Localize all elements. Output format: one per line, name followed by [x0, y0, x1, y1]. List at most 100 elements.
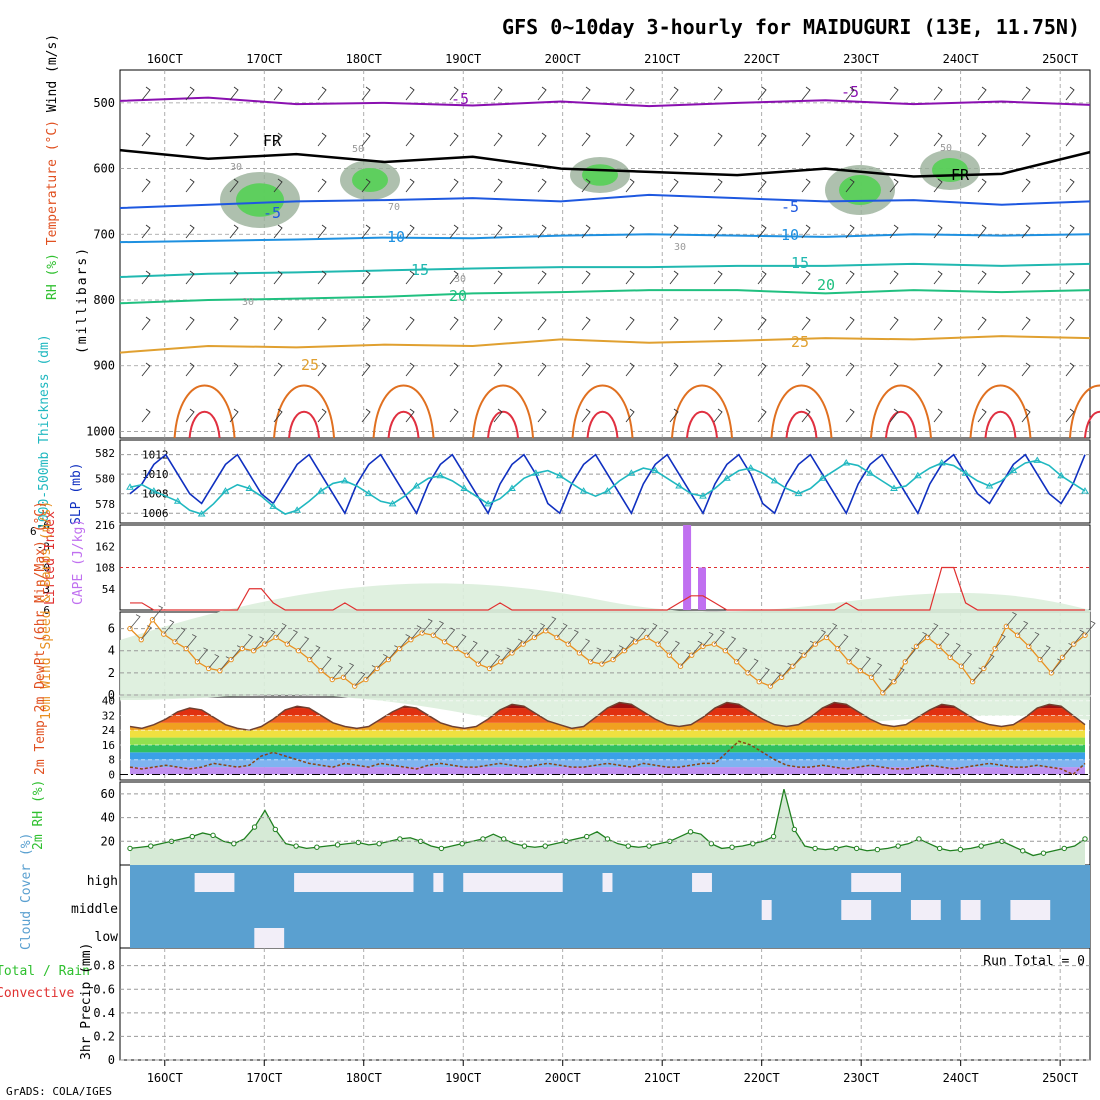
thickness-marker — [842, 459, 851, 466]
wind10-barb — [163, 619, 175, 635]
wind-barb — [317, 270, 327, 285]
rh-marker — [459, 840, 465, 847]
y-tick-thickness: 580 — [95, 472, 115, 485]
isotherm-10 — [119, 233, 1091, 244]
thickness-marker — [317, 487, 325, 494]
wind10-barb — [668, 640, 680, 656]
x-tick-top: 24OCT — [943, 52, 979, 66]
wind-barb — [713, 178, 723, 193]
wind-barb — [713, 362, 723, 377]
rh-marker — [625, 843, 631, 849]
wind-barb — [625, 408, 635, 423]
temp-band — [130, 767, 1085, 775]
wind-barb — [713, 86, 723, 101]
cloud-clear-low — [254, 928, 285, 948]
contour-label: 50 — [352, 144, 364, 155]
rh-marker — [127, 845, 133, 852]
wind10-barb — [713, 629, 725, 645]
footer-credit: GrADS: COLA/IGES — [6, 1085, 112, 1098]
wind10-barb — [1006, 612, 1017, 627]
y-tick-lifted: -3 — [37, 540, 50, 553]
cloud-clear-middle — [960, 900, 981, 920]
isotherm-30 — [671, 384, 733, 439]
wind10-barb — [725, 636, 737, 651]
wind-barb — [757, 178, 767, 193]
thickness-marker — [173, 497, 182, 504]
wind-barb — [229, 132, 239, 147]
rh-marker — [916, 836, 922, 842]
wind-barb — [669, 270, 679, 285]
wind10-barb — [444, 627, 456, 643]
wind10-barb — [837, 634, 849, 649]
thickness-marker — [627, 469, 636, 476]
rh-marker — [500, 836, 507, 842]
cape-bar — [683, 525, 692, 610]
rh-marker — [231, 840, 237, 847]
wind10-barb — [815, 629, 826, 645]
y-label-part: Wind (m/s) — [45, 34, 60, 112]
panel-frame-upper — [119, 69, 1091, 439]
wind-barb — [361, 132, 371, 147]
contour-label: 10 — [387, 228, 405, 246]
isotherm-25 — [119, 335, 1091, 354]
wind-barb — [1021, 132, 1031, 147]
rh-marker — [853, 845, 860, 852]
wind10-barb — [1073, 629, 1085, 645]
thickness-marker — [699, 492, 707, 499]
thickness-marker — [913, 471, 922, 479]
contour-label: 15 — [411, 261, 429, 279]
rh-marker — [729, 844, 735, 850]
rh-shading-70 — [236, 183, 284, 217]
wind-barb — [361, 408, 371, 423]
y-tick-precip: 0.4 — [93, 1006, 115, 1020]
wind-barb — [185, 316, 195, 331]
wind10-barb — [455, 634, 467, 649]
x-tick-bottom: 21OCT — [644, 1071, 680, 1085]
wind-barb — [449, 270, 459, 285]
wind10-barb — [871, 662, 883, 678]
rh-shading-70 — [839, 175, 881, 205]
cloud-clear-high — [851, 873, 901, 892]
wind-barb — [889, 270, 899, 285]
wind-barb — [185, 408, 195, 423]
wind10-barb — [961, 651, 973, 667]
y-tick-rh: 40 — [101, 811, 115, 825]
wind-barb — [229, 408, 239, 423]
rh-marker — [687, 829, 694, 835]
temp-line — [129, 701, 1086, 731]
wind-barb — [801, 408, 811, 423]
wind-barb — [317, 224, 327, 239]
y-label-convective: Convective — [0, 986, 74, 1001]
wind-barb — [801, 178, 811, 193]
wind-barb — [537, 224, 547, 239]
wind10-barb — [938, 631, 950, 647]
wind-barb — [801, 132, 811, 147]
x-tick-bottom: 19OCT — [445, 1071, 481, 1085]
wind-barb — [581, 86, 591, 101]
wind-barb — [1065, 408, 1075, 423]
wind10-barb — [242, 634, 253, 649]
wind-barb — [625, 270, 635, 285]
wind-barb — [493, 132, 503, 147]
rh-marker — [148, 843, 154, 849]
isotherm--5 — [119, 96, 1091, 108]
contour-label: FR — [263, 132, 282, 150]
wind-barb — [669, 86, 679, 101]
y-tick-rh: 20 — [101, 834, 115, 848]
thickness-marker — [961, 469, 970, 476]
wind-barb — [229, 270, 239, 285]
wind-barb — [229, 362, 239, 377]
isotherm-35 — [487, 410, 520, 439]
wind-barb — [537, 270, 547, 285]
wind-barb — [889, 224, 899, 239]
wind-barb — [845, 178, 855, 193]
wind10-barb — [1050, 658, 1062, 674]
wind-barb — [405, 178, 415, 193]
wind-barb — [361, 178, 371, 193]
rh-marker — [189, 833, 195, 840]
wind10-barb — [320, 656, 332, 671]
y-tick-wind: 2 — [108, 666, 115, 680]
thickness-marker — [293, 506, 302, 513]
wind-barb — [537, 316, 547, 331]
wind-barb — [141, 270, 151, 285]
